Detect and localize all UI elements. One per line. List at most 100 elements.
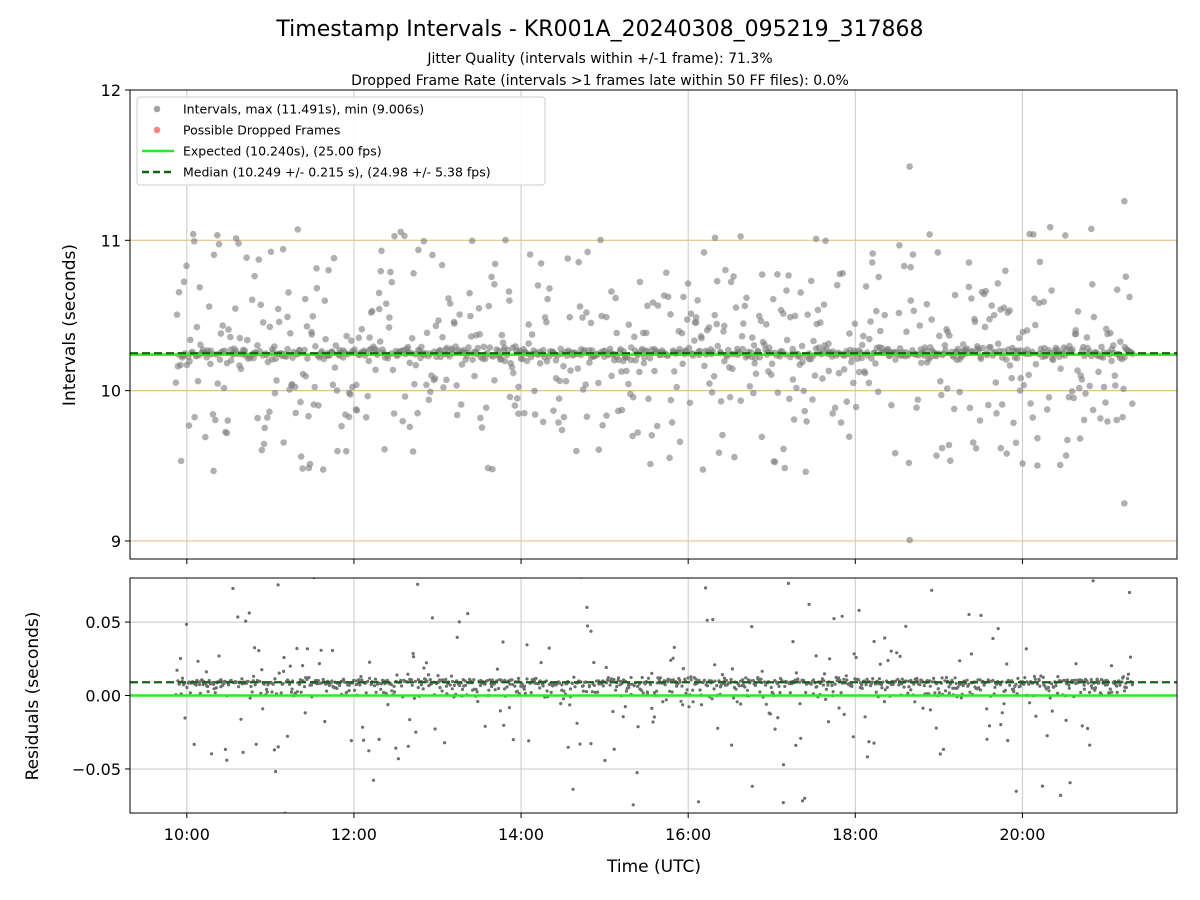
interval-point (1112, 382, 1119, 389)
residual-point (737, 684, 741, 688)
interval-point (852, 403, 860, 411)
interval-point (971, 318, 979, 326)
residual-point (444, 677, 448, 682)
residual-point (1037, 678, 1041, 683)
residual-point (422, 666, 426, 670)
residual-point (909, 688, 913, 692)
residual-point (539, 661, 543, 665)
interval-point (420, 237, 428, 245)
interval-point (1120, 385, 1127, 393)
interval-point (583, 413, 591, 421)
interval-point (476, 331, 484, 338)
residual-point (798, 680, 802, 684)
residual-point (844, 674, 848, 678)
residual-point (791, 640, 795, 644)
residual-point (729, 677, 733, 682)
interval-point (1121, 500, 1128, 507)
residual-point (857, 608, 861, 613)
residual-point (410, 683, 414, 687)
residual-point (188, 691, 192, 695)
residual-point (769, 685, 773, 690)
residual-point (958, 659, 962, 663)
residual-point (1089, 678, 1093, 682)
interval-point (947, 457, 954, 465)
interval-point (942, 347, 949, 354)
interval-point (631, 333, 638, 341)
interval-point (673, 383, 680, 391)
residual-point (353, 688, 357, 692)
interval-point (837, 419, 845, 426)
residual-point (325, 689, 329, 693)
residual-point (928, 708, 933, 712)
interval-point (237, 365, 245, 373)
residual-point (367, 749, 371, 753)
interval-point (196, 284, 203, 291)
residual-point (1054, 684, 1058, 688)
interval-point (425, 396, 433, 404)
residual-point (573, 685, 577, 689)
residual-point (1006, 738, 1010, 743)
residual-point (936, 687, 940, 691)
residual-point (364, 691, 368, 695)
interval-point (861, 369, 869, 377)
interval-point (209, 411, 217, 418)
residual-point (1074, 662, 1078, 666)
interval-point (1072, 330, 1080, 338)
residual-point (592, 660, 596, 665)
interval-point (1102, 325, 1110, 333)
residual-point (907, 685, 911, 689)
interval-point (731, 453, 738, 461)
residual-point (865, 755, 870, 759)
residual-point (776, 716, 780, 720)
top-y-tick-label: 11 (101, 231, 121, 250)
interval-point (636, 368, 643, 376)
interval-point (375, 289, 383, 297)
residual-point (778, 676, 783, 681)
residual-point (830, 683, 834, 688)
interval-point (997, 444, 1005, 452)
interval-point (1089, 406, 1097, 414)
residual-point (928, 684, 932, 688)
residual-point (342, 677, 346, 681)
interval-point (491, 281, 498, 288)
interval-point (506, 393, 514, 401)
x-tick-label: 12:00 (331, 825, 377, 844)
interval-point (376, 305, 383, 313)
interval-point (801, 407, 808, 415)
interval-point (409, 448, 417, 455)
residual-point (705, 618, 709, 622)
residual-point (274, 769, 278, 774)
residual-point (687, 705, 691, 709)
residual-point (217, 654, 221, 658)
residual-point (1050, 709, 1054, 713)
interval-point (573, 447, 580, 455)
interval-point (666, 454, 673, 462)
interval-point (758, 271, 766, 278)
interval-point (843, 398, 851, 406)
residual-point (584, 690, 589, 694)
residual-point (386, 703, 390, 707)
residual-point (354, 679, 358, 683)
residual-point (788, 691, 792, 695)
interval-point (789, 376, 797, 383)
interval-point (555, 419, 562, 426)
interval-point (783, 336, 791, 344)
residual-point (634, 570, 637, 573)
interval-point (259, 319, 267, 326)
residual-point (525, 677, 529, 681)
residual-point (416, 582, 420, 586)
residual-point (686, 676, 690, 680)
residual-point (302, 685, 307, 689)
residual-point (713, 679, 717, 683)
interval-point (700, 249, 708, 256)
interval-point (358, 325, 366, 333)
residual-point (857, 678, 861, 682)
interval-point (477, 414, 484, 422)
residual-point (639, 688, 644, 692)
residual-point (758, 690, 762, 694)
interval-point (986, 315, 993, 323)
interval-point (217, 330, 225, 337)
interval-point (1034, 462, 1041, 469)
interval-point (525, 340, 532, 347)
residual-point (204, 670, 208, 674)
